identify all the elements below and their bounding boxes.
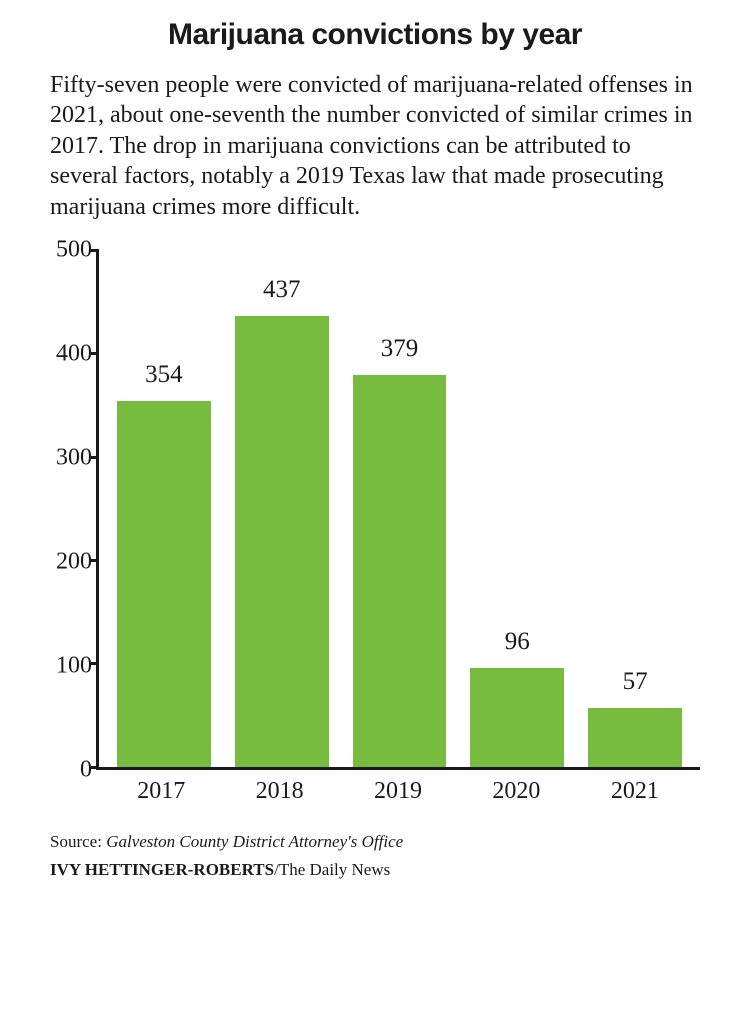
byline-author: IVY HETTINGER-ROBERTS	[50, 860, 274, 879]
y-tick-label: 400	[56, 341, 92, 368]
y-tick	[90, 559, 99, 562]
byline-org: The Daily News	[279, 860, 390, 879]
x-axis-labels: 20172018201920202021	[96, 774, 700, 810]
y-tick-label: 500	[56, 237, 92, 264]
bar-wrap: 379	[341, 250, 459, 767]
x-tick-label: 2020	[457, 774, 575, 810]
x-tick-label: 2017	[102, 774, 220, 810]
y-axis-labels: 0100200300400500	[50, 250, 92, 770]
bar-wrap: 96	[458, 250, 576, 767]
bar-wrap: 57	[576, 250, 694, 767]
source-line: Source: Galveston County District Attorn…	[50, 832, 700, 852]
y-tick-label: 300	[56, 445, 92, 472]
x-tick-label: 2018	[220, 774, 338, 810]
bar-wrap: 354	[105, 250, 223, 767]
plot-area: 354 437 379 96 57	[96, 250, 700, 770]
source-name: Galveston County District Attorney's Off…	[106, 832, 403, 851]
y-tick-label: 100	[56, 653, 92, 680]
y-tick-label: 200	[56, 549, 92, 576]
bar-value-label: 437	[263, 276, 301, 304]
bar-wrap: 437	[223, 250, 341, 767]
bar-value-label: 354	[145, 361, 183, 389]
bar	[588, 708, 682, 767]
y-tick	[90, 766, 99, 769]
bar	[353, 375, 447, 767]
y-tick	[90, 249, 99, 252]
bars-group: 354 437 379 96 57	[99, 250, 700, 767]
byline: IVY HETTINGER-ROBERTS/The Daily News	[50, 860, 700, 880]
x-tick-label: 2019	[339, 774, 457, 810]
chart-container: Marijuana convictions by year Fifty-seve…	[0, 18, 750, 880]
x-tick-label: 2021	[576, 774, 694, 810]
y-tick	[90, 662, 99, 665]
bar	[117, 401, 211, 767]
bar-chart: 0100200300400500 3544373799657 201720182…	[50, 250, 700, 810]
y-tick-label: 0	[80, 757, 92, 784]
bar	[470, 668, 564, 767]
chart-title: Marijuana convictions by year	[50, 18, 700, 52]
chart-subtitle: Fifty-seven people were convicted of mar…	[50, 70, 700, 222]
bar-value-label: 96	[505, 628, 530, 656]
bar	[235, 316, 329, 768]
bar-value-label: 57	[623, 668, 648, 696]
source-label: Source:	[50, 832, 106, 851]
y-tick	[90, 456, 99, 459]
y-tick	[90, 352, 99, 355]
bar-value-label: 379	[381, 335, 419, 363]
